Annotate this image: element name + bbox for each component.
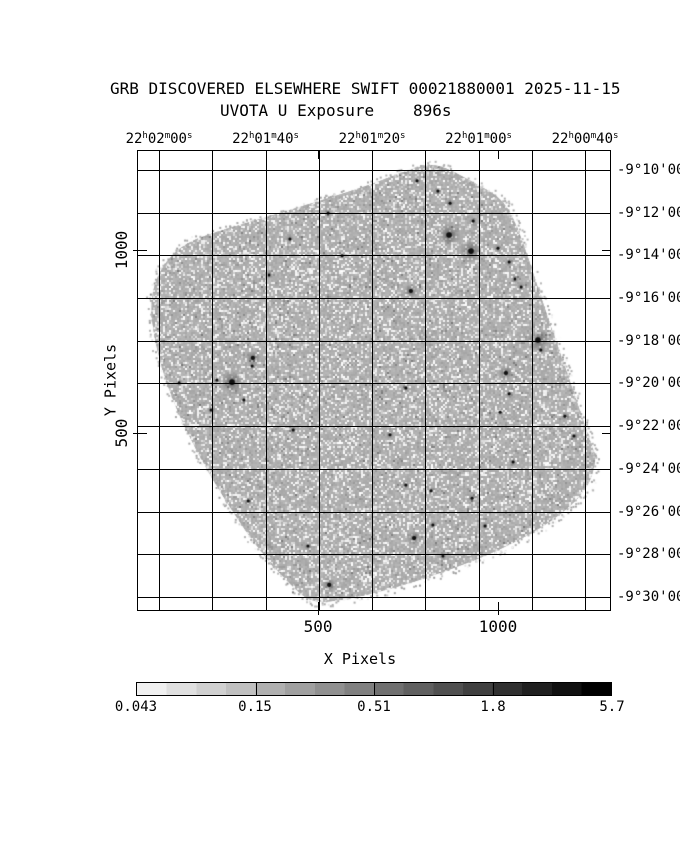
colorbar-divider	[255, 683, 257, 695]
colorbar-tick-label: 0.043	[114, 699, 158, 715]
dec-tick-label: -9°26'00	[617, 503, 680, 520]
coordinate-grid	[133, 150, 611, 615]
ra-tick-label: 22h01m20s	[338, 131, 406, 147]
dec-tick-label: -9°20'00	[617, 375, 680, 392]
ra-tick-label: 22h01m00s	[445, 131, 512, 147]
dec-tick-label: -9°10'00	[617, 162, 680, 178]
dec-tick-label: -9°22'00	[617, 418, 680, 435]
dec-tick-label: -9°18'00	[617, 332, 680, 349]
x-axis-label: X Pixels	[323, 650, 397, 668]
colorbar-tick-label: 0.15	[238, 699, 272, 715]
colorbar-tick-label: 1.8	[480, 699, 506, 715]
y-pixel-tick-label: 1000	[112, 230, 131, 270]
colorbar-divider	[492, 683, 494, 695]
colorbar-divider	[374, 683, 375, 695]
plot-frame	[137, 150, 611, 611]
y-axis-label: Y Pixels	[101, 343, 120, 417]
x-pixel-tick-label: 500	[303, 617, 333, 636]
dec-tick-label: -9°16'00	[617, 290, 680, 307]
dec-tick-label: -9°24'00	[617, 460, 680, 477]
ra-tick-label: 22h00m40s	[551, 131, 619, 147]
y-pixel-tick-label: 500	[112, 418, 131, 448]
figure-subtitle: UVOTA U Exposure	[220, 101, 375, 120]
dec-tick-label: -9°12'00	[617, 204, 680, 221]
x-pixel-tick-label: 1000	[478, 617, 518, 636]
colorbar	[136, 682, 612, 696]
dec-tick-label: -9°28'00	[617, 546, 680, 563]
dec-tick-label: -9°30'00	[617, 589, 680, 606]
ra-tick-label: 22h02m00s	[125, 131, 193, 147]
figure-title: GRB DISCOVERED ELSEWHERE SWIFT 000218800…	[110, 79, 621, 98]
plot-area	[133, 150, 611, 615]
colorbar-tick-label: 0.51	[357, 699, 391, 715]
dec-tick-label: -9°14'00	[617, 247, 680, 264]
exposure-time-value: 896s	[413, 101, 452, 120]
ra-tick-label: 22h01m40s	[232, 131, 299, 147]
colorbar-tick-label: 5.7	[599, 699, 625, 715]
